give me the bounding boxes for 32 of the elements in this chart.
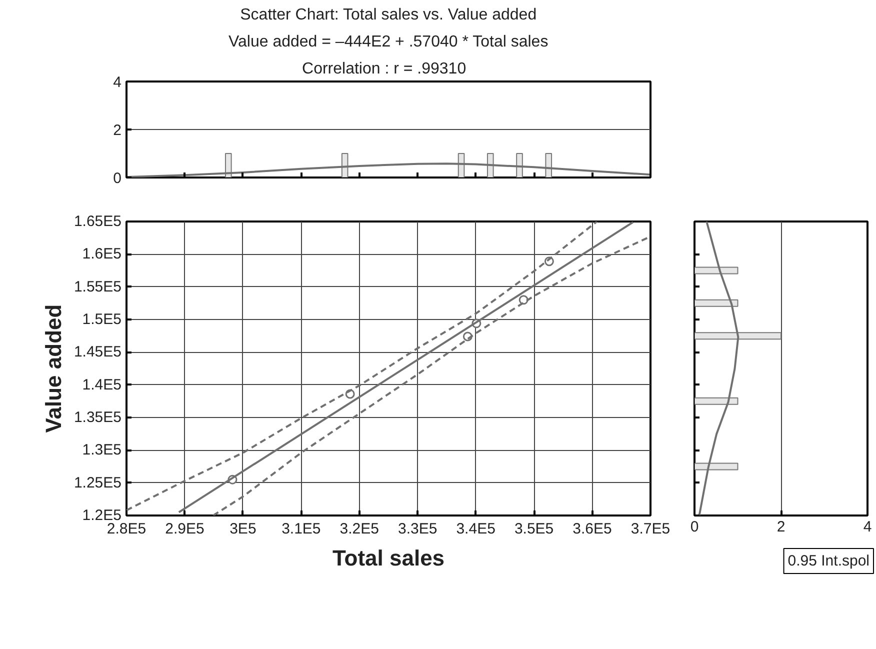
y-tick-label: 1.35E5 <box>74 409 122 426</box>
y-tick-label: 4 <box>113 74 122 91</box>
x-tick-label: 0 <box>690 518 699 536</box>
y-tick-label: 1.65E5 <box>74 213 122 230</box>
x-tick-label: 3E5 <box>230 520 256 538</box>
chart-title: Scatter Chart: Total sales vs. Value added <box>240 6 537 24</box>
x-tick-label: 3.3E5 <box>398 520 438 538</box>
x-tick-label: 4 <box>863 518 872 536</box>
y-tick-label: 0 <box>113 170 122 187</box>
x-tick-label: 3.5E5 <box>514 520 554 538</box>
x-tick-label: 3.1E5 <box>282 520 321 538</box>
line-series <box>212 236 650 516</box>
x-tick-label: 3.6E5 <box>572 520 612 538</box>
text: 0.95 Int.spol <box>788 552 870 570</box>
y-tick-label: 1.6E5 <box>82 246 122 263</box>
y-tick-label: 1.5E5 <box>82 311 122 328</box>
text: Correlation : r = .99310 <box>302 60 466 78</box>
x-tick-label: 3.4E5 <box>456 520 496 538</box>
x-tick-label: 2.9E5 <box>165 520 204 538</box>
y-tick-label: 1.55E5 <box>74 278 122 296</box>
line-series <box>126 222 598 512</box>
x-tick-label: 3.2E5 <box>340 520 379 538</box>
y-tick-label: 1.45E5 <box>74 344 122 361</box>
x-tick-label: 3.7E5 <box>630 520 670 538</box>
x-axis-title: Total sales <box>332 546 445 570</box>
y-tick-label: 1.25E5 <box>74 474 122 492</box>
y-tick-label: 1.4E5 <box>82 376 122 394</box>
y-tick-label: 2 <box>113 122 122 139</box>
y-axis-title: Value added <box>40 304 66 433</box>
chart-subtitle: Value added = –444E2 + .57040 * Total sales <box>228 34 548 50</box>
y-tick-label: 1.3E5 <box>82 442 122 459</box>
x-tick-label: 2 <box>776 518 786 536</box>
